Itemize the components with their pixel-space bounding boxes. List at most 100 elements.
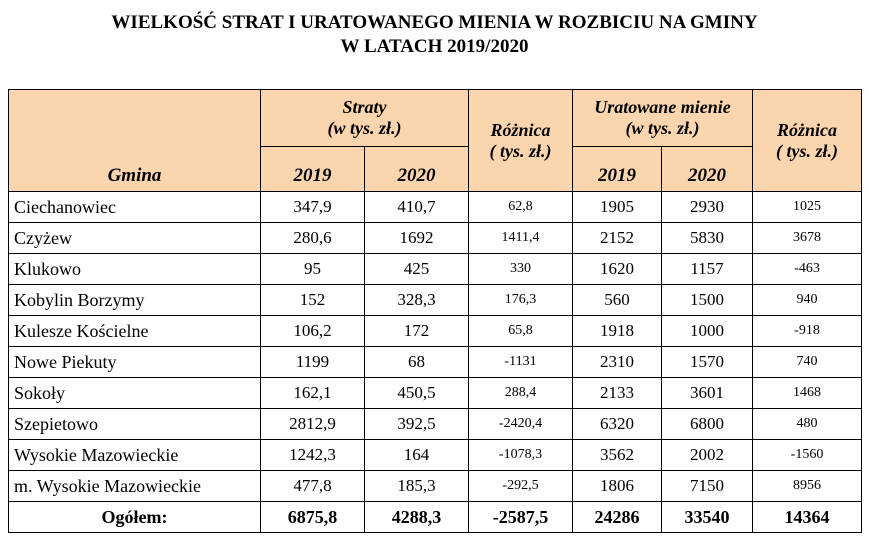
header-uratowane-unit: (w tys. zł.) (625, 118, 700, 138)
cell-uratowane-2019: 1918 (572, 315, 662, 347)
total-label: Ogółem: (8, 501, 261, 533)
total-cell-uratowane-2019: 24286 (572, 501, 662, 533)
header-uratowane-label: Uratowane mienie (594, 97, 731, 117)
cell-roznica-uratowane: 740 (752, 346, 863, 378)
cell-roznica-straty: -2420,4 (468, 408, 573, 440)
header-uratowane: Uratowane mienie (w tys. zł.) (571, 89, 754, 147)
page-title: WIELKOŚĆ STRAT I URATOWANEGO MIENIA W RO… (111, 12, 758, 33)
cell-uratowane-2019: 3562 (572, 439, 662, 471)
cell-uratowane-2019: 1806 (572, 470, 662, 502)
header-straty-label: Straty (342, 97, 387, 117)
cell-uratowane-2020: 2002 (660, 439, 754, 471)
cell-uratowane-2020: 6800 (660, 408, 754, 440)
table-row: m. Wysokie Mazowieckie 477,8 185,3 -292,5 18… (8, 470, 863, 502)
cell-straty-2020: 164 (364, 439, 469, 471)
cell-straty-2019: 162,1 (260, 377, 365, 409)
cell-gmina: Ciechanowiec (8, 191, 261, 223)
table-row: Kobylin Borzymy 152 328,3 176,3 560 1500 940 (8, 284, 863, 316)
cell-gmina: Sokoły (8, 377, 261, 409)
cell-gmina: Wysokie Mazowieckie (8, 439, 261, 471)
cell-roznica-straty: 330 (468, 253, 573, 285)
cell-roznica-straty: -1078,3 (468, 439, 573, 471)
cell-straty-2020: 392,5 (364, 408, 469, 440)
cell-straty-2020: 172 (364, 315, 469, 347)
cell-straty-2019: 106,2 (260, 315, 365, 347)
header-roznica-uratowane: Różnica ( tys. zł.) (752, 89, 863, 192)
cell-straty-2019: 1242,3 (260, 439, 365, 471)
cell-straty-2020: 185,3 (364, 470, 469, 502)
cell-straty-2019: 280,6 (260, 222, 365, 254)
cell-gmina: Czyżew (8, 222, 261, 254)
header-uratowane-2019: 2019 (572, 146, 662, 192)
cell-straty-2019: 152 (260, 284, 365, 316)
cell-uratowane-2019: 560 (572, 284, 662, 316)
total-cell-straty-2020: 4288,3 (364, 501, 469, 533)
cell-gmina: Nowe Piekuty (8, 346, 261, 378)
cell-straty-2020: 450,5 (364, 377, 469, 409)
cell-roznica-straty: 1411,4 (468, 222, 573, 254)
cell-straty-2019: 1199 (260, 346, 365, 378)
table-row: Wysokie Mazowieckie 1242,3 164 -1078,3 3562 2… (8, 439, 863, 471)
cell-roznica-straty: 176,3 (468, 284, 573, 316)
table-total-row: Ogółem: 6875,8 4288,3 -2587,5 24286 33540 1436… (8, 501, 863, 533)
cell-straty-2019: 347,9 (260, 191, 365, 223)
cell-uratowane-2020: 3601 (660, 377, 754, 409)
cell-roznica-uratowane: -1560 (752, 439, 863, 471)
cell-gmina: m. Wysokie Mazowieckie (8, 470, 261, 502)
cell-straty-2019: 2812,9 (260, 408, 365, 440)
header-roznica-uratowane-label: Różnica (777, 119, 838, 140)
cell-straty-2020: 68 (364, 346, 469, 378)
cell-uratowane-2020: 1570 (660, 346, 754, 378)
cell-roznica-straty: 288,4 (468, 377, 573, 409)
header-roznica-straty-label: Różnica (490, 119, 551, 140)
header-roznica-uratowane-unit: ( tys. zł.) (776, 140, 839, 161)
cell-uratowane-2020: 1000 (660, 315, 754, 347)
cell-uratowane-2019: 6320 (572, 408, 662, 440)
header-roznica-straty-unit: ( tys. zł.) (489, 140, 552, 161)
cell-roznica-uratowane: 1025 (752, 191, 863, 223)
cell-roznica-uratowane: 480 (752, 408, 863, 440)
cell-roznica-straty: -292,5 (468, 470, 573, 502)
page-subtitle: W LATACH 2019/2020 (340, 36, 529, 57)
cell-roznica-uratowane: 8956 (752, 470, 863, 502)
cell-uratowane-2019: 1620 (572, 253, 662, 285)
losses-table: Gmina Straty (w tys. zł.) Różnica ( tys.… (8, 89, 863, 533)
cell-roznica-uratowane: -463 (752, 253, 863, 285)
cell-roznica-uratowane: 940 (752, 284, 863, 316)
cell-straty-2020: 410,7 (364, 191, 469, 223)
table-row: Nowe Piekuty 1199 68 -1131 2310 1570 740 (8, 346, 863, 378)
cell-gmina: Kulesze Kościelne (8, 315, 261, 347)
cell-uratowane-2020: 1500 (660, 284, 754, 316)
cell-uratowane-2019: 2152 (572, 222, 662, 254)
table-body: Ciechanowiec 347,9 410,7 62,8 1905 2930 1025 Cz… (8, 191, 863, 533)
cell-gmina: Klukowo (8, 253, 261, 285)
table-row: Klukowo 95 425 330 1620 1157 -463 (8, 253, 863, 285)
header-roznica-straty: Różnica ( tys. zł.) (468, 89, 573, 192)
cell-straty-2020: 425 (364, 253, 469, 285)
header-gmina: Gmina (8, 89, 261, 192)
header-uratowane-2020: 2020 (660, 146, 754, 192)
cell-uratowane-2019: 2133 (572, 377, 662, 409)
cell-straty-2019: 477,8 (260, 470, 365, 502)
cell-straty-2019: 95 (260, 253, 365, 285)
table-row: Czyżew 280,6 1692 1411,4 2152 5830 3678 (8, 222, 863, 254)
total-cell-uratowane-2020: 33540 (660, 501, 754, 533)
table-row: Szepietowo 2812,9 392,5 -2420,4 6320 6800 480 (8, 408, 863, 440)
cell-uratowane-2019: 2310 (572, 346, 662, 378)
cell-roznica-uratowane: 1468 (752, 377, 863, 409)
table-row: Ciechanowiec 347,9 410,7 62,8 1905 2930 1025 (8, 191, 863, 223)
cell-uratowane-2020: 5830 (660, 222, 754, 254)
cell-gmina: Kobylin Borzymy (8, 284, 261, 316)
total-cell-roznica-straty: -2587,5 (468, 501, 573, 533)
total-cell-straty-2019: 6875,8 (260, 501, 365, 533)
cell-roznica-straty: -1131 (468, 346, 573, 378)
cell-uratowane-2020: 1157 (660, 253, 754, 285)
cell-gmina: Szepietowo (8, 408, 261, 440)
cell-roznica-uratowane: 3678 (752, 222, 863, 254)
table-row: Sokoły 162,1 450,5 288,4 2133 3601 1468 (8, 377, 863, 409)
cell-straty-2020: 1692 (364, 222, 469, 254)
cell-uratowane-2020: 7150 (660, 470, 754, 502)
cell-roznica-straty: 65,8 (468, 315, 573, 347)
total-cell-roznica-uratowane: 14364 (752, 501, 863, 533)
header-straty-unit: (w tys. zł.) (327, 118, 402, 138)
